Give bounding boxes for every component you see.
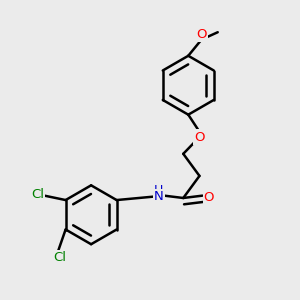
Text: Cl: Cl	[32, 188, 44, 201]
Text: Cl: Cl	[53, 251, 66, 264]
Text: O: O	[204, 190, 214, 204]
Text: N: N	[154, 190, 164, 203]
Text: O: O	[194, 130, 205, 143]
Text: O: O	[196, 28, 207, 41]
Text: H: H	[154, 184, 164, 197]
